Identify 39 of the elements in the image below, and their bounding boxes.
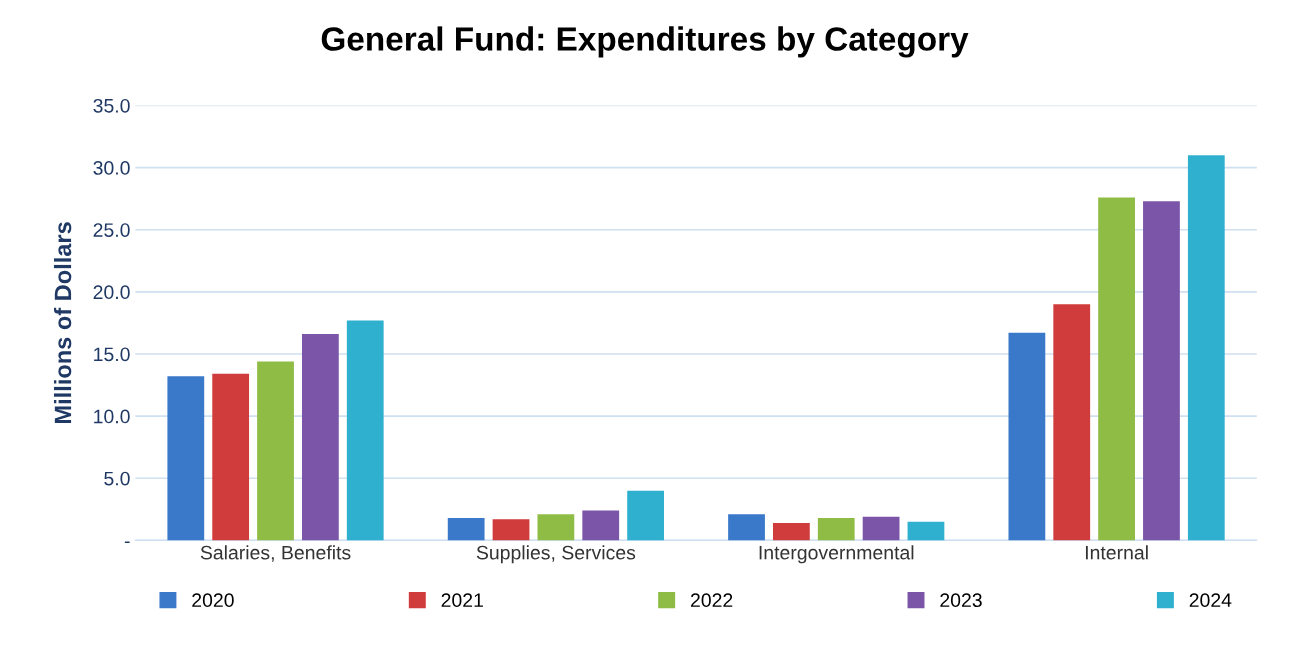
bar — [492, 519, 530, 541]
bar — [862, 516, 900, 541]
bar — [1098, 197, 1135, 541]
bar — [447, 518, 485, 541]
bar — [817, 518, 855, 541]
bar — [1008, 332, 1046, 541]
bar — [167, 376, 205, 541]
bar — [582, 510, 620, 541]
bar — [212, 373, 250, 541]
legend-label: 2023 — [940, 593, 982, 608]
bar — [346, 320, 384, 541]
legend-label: 2024 — [1189, 593, 1232, 608]
legend-label: 2022 — [690, 593, 733, 608]
y-tick-label: 15.0 — [94, 347, 130, 362]
bar — [907, 521, 945, 541]
bar — [1187, 155, 1225, 541]
bar — [1053, 304, 1091, 541]
bar — [728, 514, 765, 541]
bar — [301, 334, 339, 541]
bar — [772, 522, 810, 541]
chart-title: General Fund: Expenditures by Category — [321, 26, 969, 58]
y-tick-label: - — [124, 541, 130, 544]
y-tick-label: 20.0 — [93, 285, 130, 300]
x-tick-label: Intergovernmental — [759, 545, 914, 564]
bar — [627, 490, 664, 541]
y-axis-title: Millions of Dollars — [53, 222, 72, 423]
bar — [257, 361, 294, 541]
x-tick-label: Salaries, Benefits — [200, 545, 351, 562]
y-tick-label: 30.0 — [93, 161, 130, 175]
legend-label: 2021 — [441, 593, 483, 608]
bar — [1143, 201, 1180, 541]
bar — [537, 514, 575, 541]
y-tick-label: 35.0 — [93, 98, 130, 113]
legend-label: 2020 — [192, 593, 234, 608]
y-tick-label: 5.0 — [104, 471, 130, 486]
y-tick-label: 25.0 — [93, 223, 130, 237]
x-tick-label: Internal — [1085, 545, 1148, 560]
y-tick-label: 10.0 — [94, 409, 130, 424]
x-tick-label: Supplies, Services — [476, 545, 636, 564]
